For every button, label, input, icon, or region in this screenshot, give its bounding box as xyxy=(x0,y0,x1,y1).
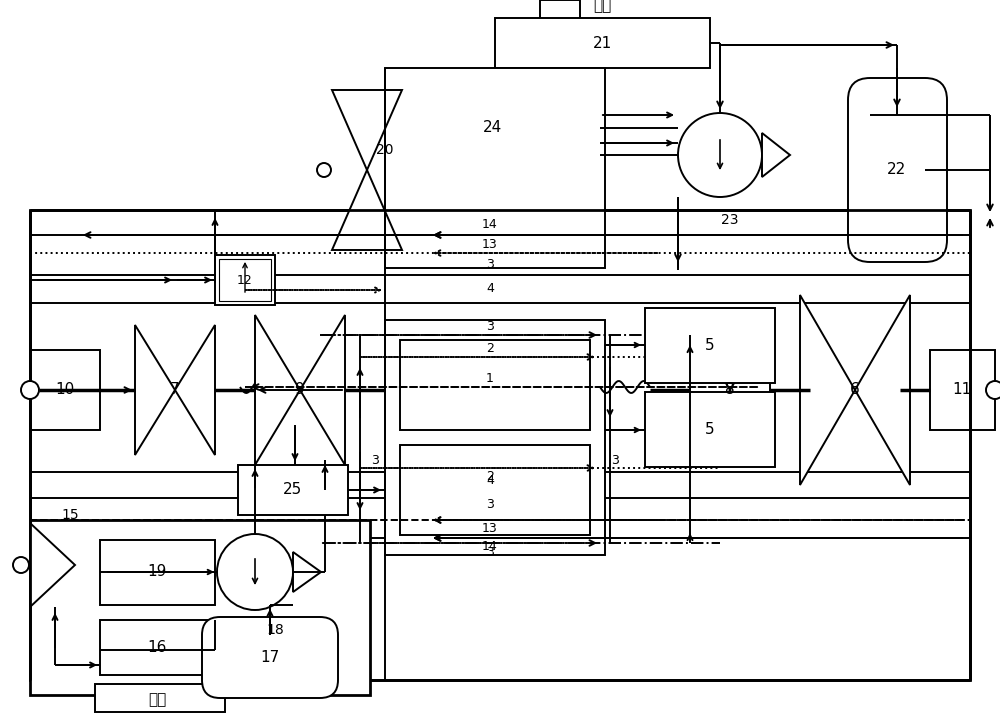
Bar xyxy=(95,684,225,712)
Text: 14: 14 xyxy=(482,219,498,232)
Bar xyxy=(400,340,590,430)
Circle shape xyxy=(986,381,1000,399)
Text: 22: 22 xyxy=(887,163,907,177)
Circle shape xyxy=(13,557,29,573)
Bar xyxy=(30,210,970,680)
Bar xyxy=(385,68,605,268)
Circle shape xyxy=(317,163,331,177)
Text: 1: 1 xyxy=(486,372,494,385)
Bar xyxy=(30,350,100,430)
Polygon shape xyxy=(690,322,730,458)
Text: 2: 2 xyxy=(486,470,494,484)
Bar xyxy=(400,445,590,535)
Text: 8: 8 xyxy=(725,383,735,398)
Bar xyxy=(385,320,605,555)
Text: 6: 6 xyxy=(850,383,860,398)
Bar xyxy=(930,350,995,430)
Polygon shape xyxy=(855,295,910,485)
Polygon shape xyxy=(135,325,175,455)
Text: 13: 13 xyxy=(482,521,498,534)
Text: 5: 5 xyxy=(705,423,715,438)
Bar xyxy=(100,540,215,605)
Text: 20: 20 xyxy=(376,143,394,157)
Text: 23: 23 xyxy=(721,213,739,227)
Text: 冷源: 冷源 xyxy=(593,0,611,14)
Polygon shape xyxy=(800,295,855,485)
Text: 9: 9 xyxy=(295,383,305,398)
Bar xyxy=(100,620,215,675)
Bar xyxy=(215,255,275,305)
Text: 12: 12 xyxy=(237,274,253,287)
Text: 7: 7 xyxy=(170,383,180,398)
Text: 11: 11 xyxy=(952,383,972,398)
FancyBboxPatch shape xyxy=(848,78,947,262)
Bar xyxy=(645,392,775,467)
Text: 19: 19 xyxy=(147,565,167,579)
Text: 3: 3 xyxy=(486,497,494,510)
Text: 5: 5 xyxy=(705,338,715,353)
Text: 冷源: 冷源 xyxy=(148,693,166,708)
Circle shape xyxy=(217,534,293,610)
Text: 14: 14 xyxy=(482,539,498,552)
Polygon shape xyxy=(30,523,75,607)
Text: 17: 17 xyxy=(260,650,280,664)
Bar xyxy=(238,465,348,515)
Polygon shape xyxy=(175,325,215,455)
Text: 21: 21 xyxy=(592,36,612,51)
Bar xyxy=(385,100,600,155)
Text: 3: 3 xyxy=(611,454,619,467)
Circle shape xyxy=(678,113,762,197)
Text: 4: 4 xyxy=(486,282,494,295)
Text: 3: 3 xyxy=(371,454,379,467)
Text: 3: 3 xyxy=(486,319,494,333)
Circle shape xyxy=(21,381,39,399)
Bar xyxy=(645,308,775,383)
Text: 25: 25 xyxy=(283,483,303,497)
Text: 3: 3 xyxy=(486,545,494,558)
Polygon shape xyxy=(300,315,345,465)
Polygon shape xyxy=(730,322,770,458)
Polygon shape xyxy=(332,170,402,250)
Polygon shape xyxy=(332,90,402,170)
Text: 3: 3 xyxy=(486,258,494,271)
Text: 13: 13 xyxy=(482,239,498,251)
Text: 15: 15 xyxy=(61,508,79,522)
Bar xyxy=(495,18,710,68)
Text: 16: 16 xyxy=(147,640,167,656)
Polygon shape xyxy=(255,315,300,465)
Polygon shape xyxy=(762,133,790,177)
Polygon shape xyxy=(293,552,321,592)
Bar xyxy=(219,259,271,301)
Text: 10: 10 xyxy=(55,383,75,398)
Text: 18: 18 xyxy=(266,623,284,637)
FancyBboxPatch shape xyxy=(202,617,338,698)
Bar xyxy=(30,520,370,695)
Text: 4: 4 xyxy=(486,473,494,486)
Text: 2: 2 xyxy=(486,341,494,354)
Text: 24: 24 xyxy=(482,120,502,134)
